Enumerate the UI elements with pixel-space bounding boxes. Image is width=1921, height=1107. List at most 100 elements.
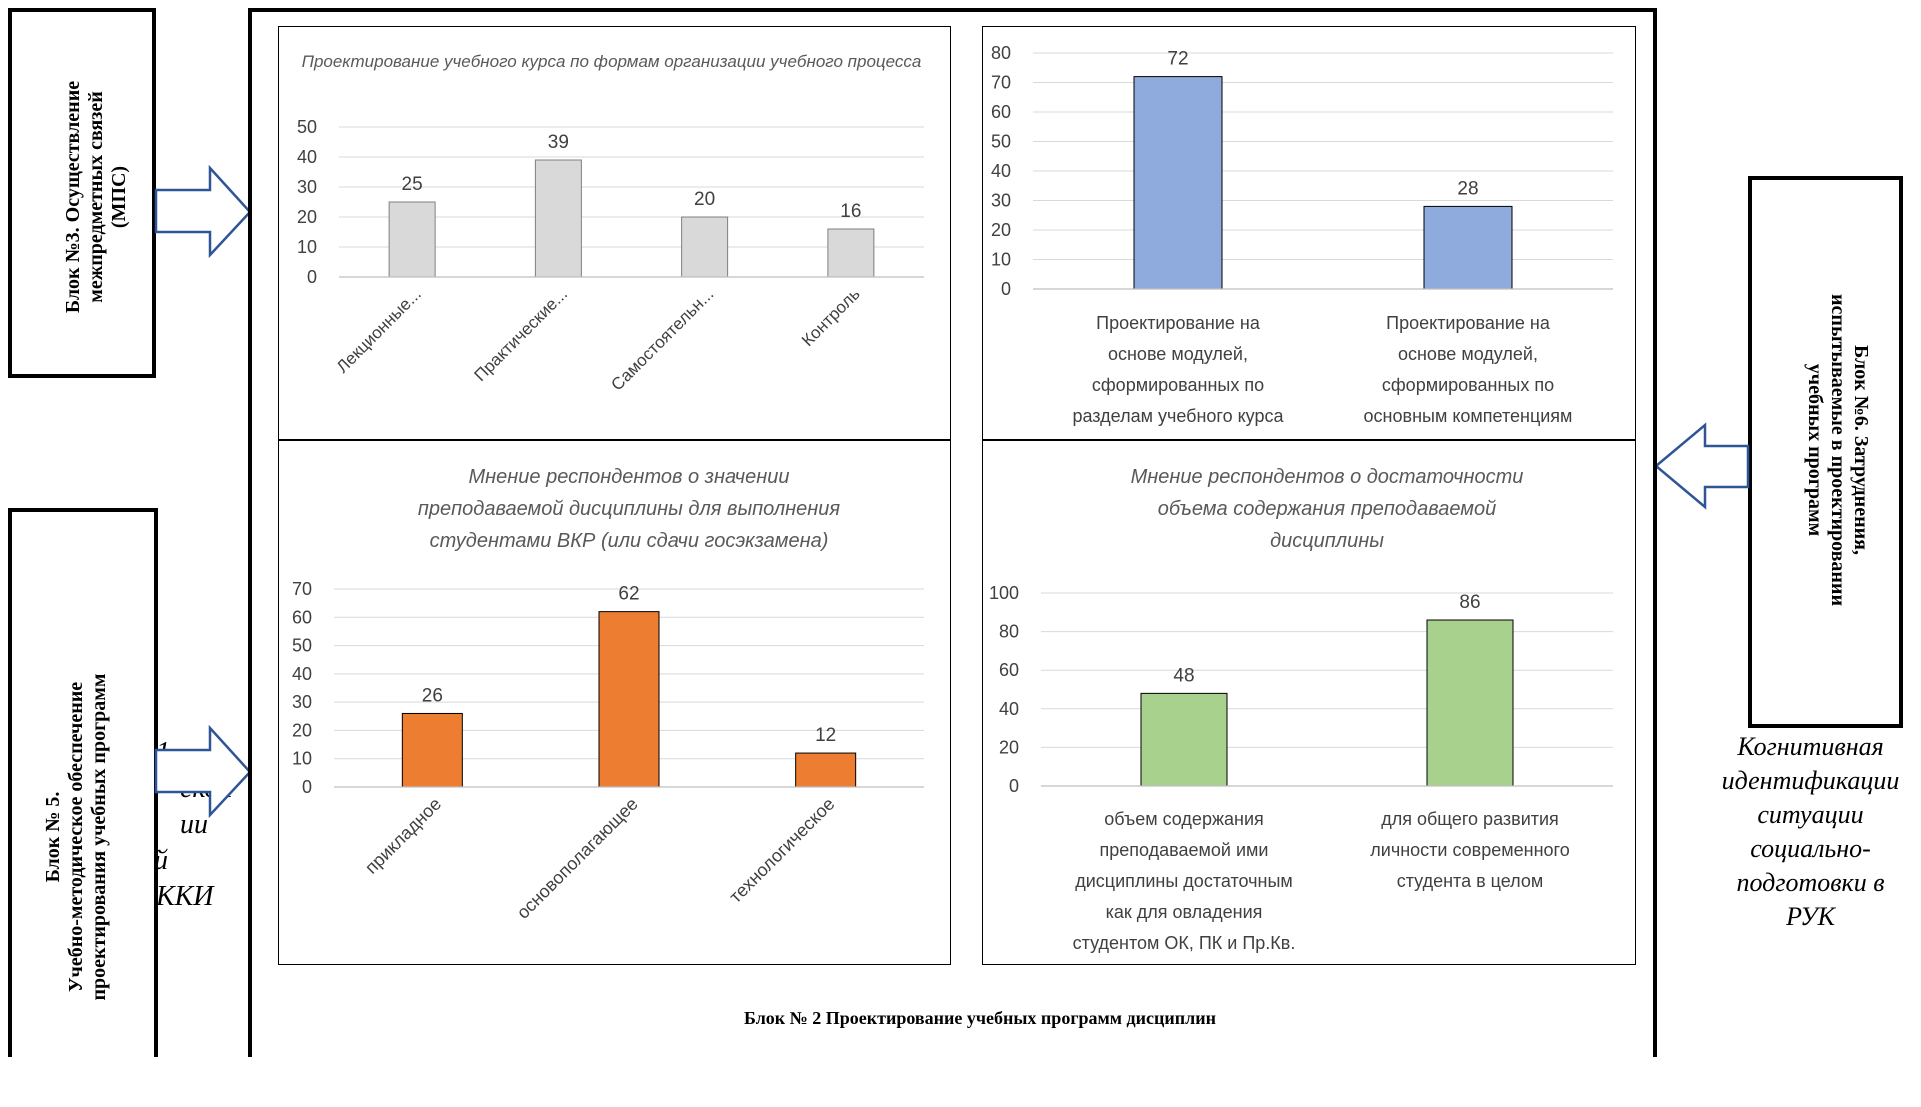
- y-tick-label: 60: [991, 102, 1011, 122]
- bar: [401, 712, 463, 788]
- caption-line-2: ситуации: [1757, 800, 1864, 829]
- category-label: Лекционные...: [333, 284, 425, 376]
- data-label: 48: [1173, 665, 1194, 686]
- chart-panel-4: Мнение респондентов о достаточности объем…: [982, 440, 1636, 965]
- y-tick-label: 10: [297, 237, 317, 257]
- y-tick-label: 50: [297, 117, 317, 137]
- y-tick-label: 80: [991, 43, 1011, 63]
- data-label: 72: [1167, 49, 1188, 70]
- category-label-line: объем содержания: [1104, 809, 1264, 829]
- category-label-line: основным компетенциям: [1364, 406, 1573, 426]
- category-label-line: как для овладения: [1106, 902, 1263, 922]
- y-tick-label: 70: [991, 73, 1011, 93]
- chart-title-line: объема содержания преподаваемой: [1158, 498, 1496, 520]
- category-label-line: разделам учебного курса: [1072, 406, 1284, 426]
- category-label-line: студента в целом: [1397, 871, 1544, 891]
- caption-line-4: подготовки в: [1736, 868, 1885, 897]
- category-label-line: студентом ОК, ПК и Пр.Кв.: [1073, 933, 1296, 953]
- y-tick-label: 70: [292, 579, 312, 599]
- data-label: 20: [694, 189, 715, 210]
- y-tick-label: 10: [991, 250, 1011, 270]
- chart-title-line: студентами ВКР (или сдачи госэкзамена): [430, 530, 829, 552]
- category-label-line: сформированных по: [1092, 375, 1264, 395]
- chart-title-line: Мнение респондентов о достаточности: [1131, 466, 1524, 488]
- chart-module-design: 0 10 20 30 40 50 60 70 80 72 Проектирование на осно…: [991, 43, 1613, 426]
- bar: [827, 228, 875, 278]
- data-label: 86: [1459, 592, 1480, 613]
- chart-discipline-value: Мнение респондентов о значении преподавае…: [292, 466, 924, 923]
- y-tick-label: 20: [999, 737, 1019, 757]
- data-label: 16: [840, 201, 861, 222]
- data-label: 39: [548, 132, 569, 153]
- y-tick-label: 50: [991, 132, 1011, 152]
- y-tick-label: 40: [292, 664, 312, 684]
- bar: [1140, 692, 1228, 787]
- y-tick-label: 0: [1009, 776, 1019, 796]
- arrows-layer: [154, 164, 1750, 819]
- y-tick-label: 50: [292, 636, 312, 656]
- chart-title-line: дисциплины: [1270, 530, 1384, 552]
- bar: [681, 216, 729, 278]
- category-label-line: основе модулей,: [1108, 344, 1248, 364]
- y-tick-label: 20: [991, 220, 1011, 240]
- chart-panel-3: Мнение респондентов о значении преподавае…: [278, 440, 951, 965]
- arrow-block6-left: [1654, 422, 1750, 510]
- arrow-block3-right: [154, 164, 252, 259]
- category-label: прикладное: [361, 794, 445, 878]
- y-tick-label: 20: [297, 207, 317, 227]
- chart-panel-2: 0 10 20 30 40 50 60 70 80 72 Проектирование на осно…: [982, 26, 1636, 440]
- y-tick-label: 0: [302, 777, 312, 797]
- y-tick-label: 100: [989, 583, 1019, 603]
- category-label-line: дисциплины достаточным: [1075, 871, 1293, 891]
- category-label: Контроль: [798, 284, 864, 350]
- cognitive-caption: Когнитивная идентификации ситуации социа…: [1700, 730, 1921, 934]
- fragment-4: ККИ: [156, 881, 214, 912]
- caption-line-5: РУК: [1786, 902, 1835, 931]
- y-tick-label: 40: [991, 161, 1011, 181]
- y-tick-label: 20: [292, 720, 312, 740]
- data-label: 12: [815, 725, 836, 746]
- category-label-line: Проектирование на: [1096, 313, 1261, 333]
- bar: [534, 159, 582, 278]
- data-label: 26: [422, 685, 443, 706]
- category-label-line: личности современного: [1370, 840, 1569, 860]
- category-label: Самостоятельн...: [607, 284, 717, 394]
- block6-box: Блок №6. Затруднения, испытываемые в про…: [1748, 176, 1903, 728]
- y-tick-label: 30: [292, 692, 312, 712]
- category-label: Практические...: [470, 284, 571, 385]
- chart-title-line: Мнение респондентов о значении: [469, 466, 790, 488]
- data-label: 62: [618, 584, 639, 605]
- caption-line-0: Когнитивная: [1737, 732, 1884, 761]
- bar: [1133, 76, 1223, 290]
- category-label: основополагающее: [513, 794, 642, 923]
- caption-line-1: идентификации: [1721, 766, 1900, 795]
- y-tick-label: 0: [1001, 279, 1011, 299]
- bar: [795, 752, 857, 788]
- y-tick-label: 10: [292, 749, 312, 769]
- chart-title-line: преподаваемой дисциплины для выполнения: [418, 498, 840, 520]
- y-tick-label: 60: [292, 607, 312, 627]
- arrow-block5-right: [154, 724, 252, 819]
- data-label: 28: [1457, 178, 1478, 199]
- category-label-line: для общего развития: [1381, 809, 1559, 829]
- bar: [1423, 205, 1513, 290]
- y-tick-label: 40: [297, 147, 317, 167]
- y-tick-label: 60: [999, 660, 1019, 680]
- bar: [388, 201, 436, 278]
- category-label-line: Проектирование на: [1386, 313, 1551, 333]
- bar: [598, 611, 660, 788]
- y-tick-label: 0: [307, 267, 317, 287]
- y-tick-label: 30: [297, 177, 317, 197]
- y-tick-label: 80: [999, 622, 1019, 642]
- category-label-line: преподаваемой ими: [1100, 840, 1269, 860]
- y-tick-label: 40: [999, 699, 1019, 719]
- chart-title-line: Проектирование учебного курса по формам …: [302, 52, 922, 71]
- y-tick-label: 30: [991, 191, 1011, 211]
- block2-title: Блок № 2 Проектирование учебных программ…: [744, 1008, 1216, 1028]
- chart-panel-1: Проектирование учебного курса по формам …: [278, 26, 951, 440]
- category-label: технологическое: [725, 794, 838, 907]
- block3-box: Блок №3. Осуществление межпредметных свя…: [8, 8, 156, 378]
- fragment-2: ии: [180, 809, 208, 840]
- bar: [1426, 619, 1514, 787]
- category-label-line: основе модулей,: [1398, 344, 1538, 364]
